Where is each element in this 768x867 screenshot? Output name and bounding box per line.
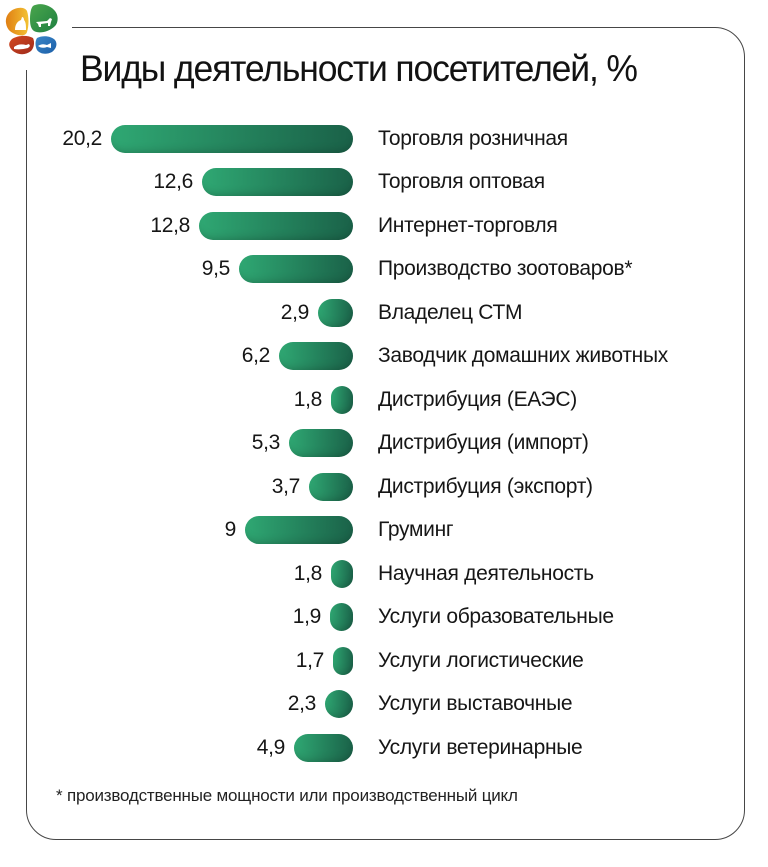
bar-value-label: 20,2 — [62, 126, 102, 150]
bar-row: 6,2 Заводчик домашних животных — [0, 335, 768, 379]
bar — [333, 646, 353, 675]
bar-value-label: 2,9 — [280, 300, 310, 324]
bar-category-label: Заводчик домашних животных — [378, 344, 668, 368]
bar-row: 2,9 Владелец СТМ — [0, 291, 768, 335]
bar-row: 20,2 Торговля розничная — [0, 117, 768, 161]
bar-value-label: 4,9 — [256, 735, 286, 759]
bar-value-label: 12,6 — [153, 170, 193, 194]
bar-category-label: Торговля оптовая — [378, 170, 545, 194]
bar — [331, 559, 353, 588]
bar-category-label: Услуги ветеринарные — [378, 735, 583, 759]
bar-value-label: 12,8 — [150, 213, 190, 237]
bar — [111, 124, 353, 153]
bar-row: 12,6 Торговля оптовая — [0, 161, 768, 205]
bar-value-label: 1,9 — [292, 605, 322, 629]
bar — [289, 429, 353, 458]
bar-value-label: 5,3 — [251, 431, 281, 455]
bar-row: 4,9 Услуги ветеринарные — [0, 726, 768, 770]
bar-category-label: Услуги образовательные — [378, 605, 614, 629]
bar-category-label: Дистрибуция (импорт) — [378, 431, 589, 455]
bar-row: 1,9 Услуги образовательные — [0, 596, 768, 640]
bar-row: 1,8 Научная деятельность — [0, 552, 768, 596]
bar-value-label: 1,7 — [295, 648, 325, 672]
bar — [331, 385, 353, 414]
bar-value-label: 9,5 — [201, 257, 231, 281]
bar-category-label: Торговля розничная — [378, 126, 568, 150]
bar-value-label: 2,3 — [287, 692, 317, 716]
bar-category-label: Услуги логистические — [378, 648, 584, 672]
bar-row: 2,3 Услуги выставочные — [0, 683, 768, 727]
bar — [294, 733, 353, 762]
bar-category-label: Дистрибуция (экспорт) — [378, 474, 593, 498]
bar — [279, 342, 353, 371]
bar-value-label: 3,7 — [271, 474, 301, 498]
bar-row: 3,7 Дистрибуция (экспорт) — [0, 465, 768, 509]
bar-category-label: Услуги выставочные — [378, 692, 573, 716]
bar — [239, 255, 353, 284]
bar-category-label: Научная деятельность — [378, 561, 594, 585]
logo — [0, 0, 72, 70]
bar-category-label: Груминг — [378, 518, 454, 542]
chart-footnote: * производственные мощности или производ… — [56, 786, 518, 805]
bar-row: 12,8 Интернет-торговля — [0, 204, 768, 248]
bar-value-label: 1,8 — [293, 387, 323, 411]
bar-row: 5,3 Дистрибуция (импорт) — [0, 422, 768, 466]
bar-category-label: Производство зоотоваров* — [378, 257, 633, 281]
bar-row: 1,7 Услуги логистические — [0, 639, 768, 683]
bar — [325, 690, 353, 719]
bar — [309, 472, 353, 501]
bar-category-label: Дистрибуция (ЕАЭС) — [378, 387, 577, 411]
bar-chart: 20,2 Торговля розничная 12,6 Торговля оптов… — [0, 117, 768, 770]
bar — [199, 211, 353, 240]
bar-row: 1,8 Дистрибуция (ЕАЭС) — [0, 378, 768, 422]
chart-title: Виды деятельности посетителей, % — [80, 48, 638, 89]
bar-value-label: 9 — [224, 518, 237, 542]
bar — [245, 516, 353, 545]
bar-row: 9,5 Производство зоотоваров* — [0, 248, 768, 292]
bar-row: 9 Груминг — [0, 509, 768, 553]
bar-value-label: 6,2 — [241, 344, 271, 368]
bar-category-label: Интернет-торговля — [378, 213, 558, 237]
pet-logo-icon — [5, 4, 58, 55]
bar-value-label: 1,8 — [293, 561, 323, 585]
bar — [318, 298, 353, 327]
bar-category-label: Владелец СТМ — [378, 300, 523, 324]
chart-card — [26, 27, 745, 840]
bar — [202, 168, 353, 197]
bar — [330, 603, 353, 632]
